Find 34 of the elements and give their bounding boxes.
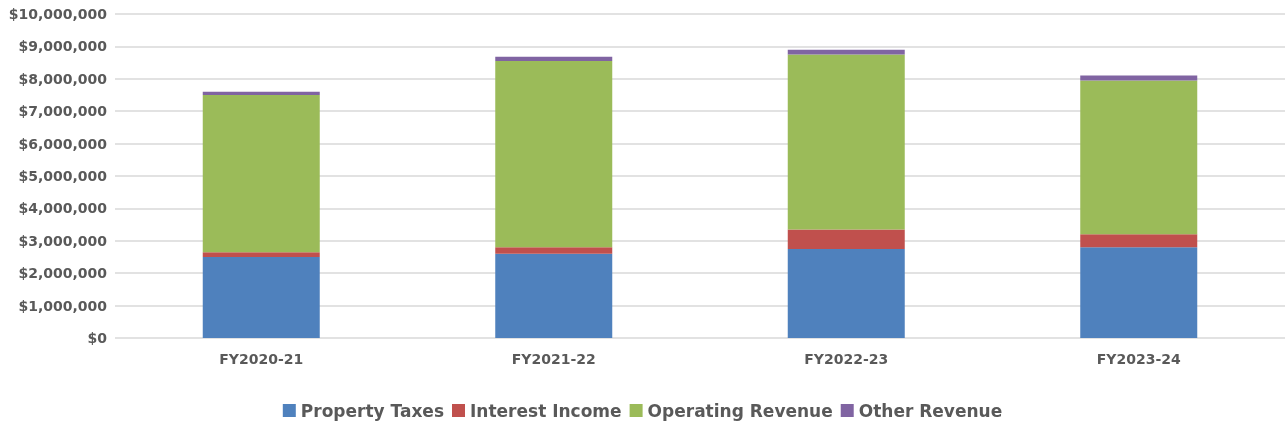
bar bbox=[495, 60, 613, 248]
y-tick-label: $8,000,000 bbox=[18, 70, 108, 87]
y-tick-label: $1,000,000 bbox=[18, 297, 108, 314]
y-tick-label: $7,000,000 bbox=[18, 103, 108, 120]
bar bbox=[202, 252, 320, 257]
legend-label: Interest Income bbox=[470, 400, 622, 421]
bar bbox=[495, 56, 613, 61]
bar bbox=[202, 91, 320, 95]
y-tick-label: $2,000,000 bbox=[18, 265, 108, 282]
x-tick-label: FY2023-24 bbox=[1096, 351, 1181, 367]
bar bbox=[202, 257, 320, 338]
x-tick-label: FY2021-22 bbox=[511, 351, 596, 367]
x-tick-label: FY2022-23 bbox=[804, 351, 889, 367]
x-tick-label: FY2020-21 bbox=[219, 351, 304, 367]
y-tick-label: $9,000,000 bbox=[18, 38, 108, 55]
legend-label: Operating Revenue bbox=[647, 400, 833, 421]
bar bbox=[1080, 247, 1198, 338]
y-tick-label: $3,000,000 bbox=[18, 232, 108, 249]
y-tick-label: $4,000,000 bbox=[18, 200, 108, 217]
bar bbox=[787, 229, 905, 249]
y-tick-label: $10,000,000 bbox=[8, 6, 108, 22]
bar bbox=[202, 95, 320, 253]
y-tick-label: $5,000,000 bbox=[18, 168, 108, 184]
y-tick-label: $6,000,000 bbox=[18, 135, 108, 152]
bar bbox=[495, 247, 613, 254]
bar bbox=[787, 54, 905, 230]
bar bbox=[787, 49, 905, 55]
legend-label: Other Revenue bbox=[858, 400, 1003, 421]
legend-label: Property Taxes bbox=[300, 400, 445, 421]
bar bbox=[1080, 234, 1198, 248]
bar bbox=[1080, 80, 1198, 235]
bar bbox=[495, 253, 613, 338]
y-tick-label: $0 bbox=[87, 330, 108, 346]
bar bbox=[787, 248, 905, 338]
